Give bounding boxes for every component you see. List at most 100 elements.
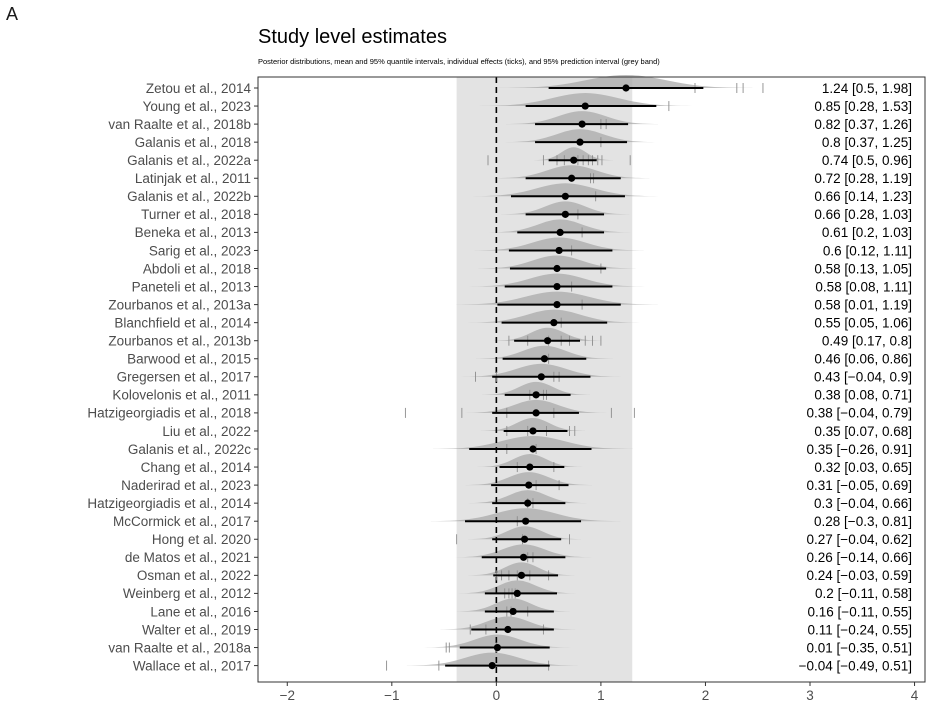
mean-point xyxy=(526,463,534,471)
mean-point xyxy=(488,662,496,670)
mean-point xyxy=(568,174,576,182)
posterior-density xyxy=(465,472,592,486)
mean-point xyxy=(561,210,569,218)
study-label: Zourbanos et al., 2013b xyxy=(108,334,251,349)
estimate-text: 0.61 [0.2, 1.03] xyxy=(822,225,912,240)
posterior-density xyxy=(482,381,590,395)
posterior-density xyxy=(455,544,592,558)
posterior-density xyxy=(424,634,571,648)
posterior-density xyxy=(440,616,576,630)
estimate-text: 0.01 [−0.35, 0.51] xyxy=(807,640,912,655)
mean-point xyxy=(553,264,561,273)
chart-title: Study level estimates xyxy=(258,26,447,48)
posterior-density xyxy=(467,490,588,504)
study-label: Blanchfield et al., 2014 xyxy=(114,315,251,330)
study-label: Gregersen et al., 2017 xyxy=(117,370,251,385)
mean-point xyxy=(576,138,584,146)
estimate-text: 0.49 [0.17, 0.8] xyxy=(822,334,912,349)
study-label: Naderirad et al., 2023 xyxy=(121,478,251,493)
posterior-density xyxy=(478,255,636,269)
x-tick-label: 0 xyxy=(493,688,501,703)
mean-point xyxy=(622,84,630,92)
posterior-density xyxy=(506,111,659,125)
study-label: Abdoli et al., 2018 xyxy=(143,261,251,276)
mean-point xyxy=(581,102,589,110)
x-tick-label: 4 xyxy=(911,688,919,703)
study-label: Young et al., 2023 xyxy=(143,99,251,114)
estimate-text: 1.24 [0.5, 1.98] xyxy=(822,81,912,96)
mean-point xyxy=(540,355,549,363)
posterior-density xyxy=(476,454,583,468)
mean-point xyxy=(543,337,552,345)
x-tick-label: 1 xyxy=(597,688,605,703)
study-label: Latinjak et al., 2011 xyxy=(135,171,251,186)
study-label: van Raalte et al., 2018a xyxy=(108,640,251,655)
estimate-text: 0.8 [0.37, 1.25] xyxy=(822,135,912,150)
estimate-text: 0.16 [−0.11, 0.55] xyxy=(808,604,912,619)
mean-point xyxy=(519,553,528,561)
posterior-density xyxy=(472,183,659,197)
study-label: McCormick et al., 2017 xyxy=(113,514,251,529)
mean-point xyxy=(553,301,561,309)
mean-point xyxy=(532,391,540,399)
study-label: Hatzigeorgiadis et al., 2018 xyxy=(87,406,251,421)
chart-subtitle: Posterior distributions, mean and 95% qu… xyxy=(258,57,660,66)
study-label: Sarig et al., 2023 xyxy=(149,243,251,258)
posterior-density xyxy=(476,345,613,359)
study-label: Osman et al., 2022 xyxy=(137,568,251,583)
estimate-text: 0.6 [0.12, 1.11] xyxy=(823,243,912,258)
estimate-text: 0.38 [0.08, 0.71] xyxy=(814,388,912,403)
mean-point xyxy=(553,282,561,291)
mean-point xyxy=(493,643,502,652)
study-label: Paneteli et al., 2013 xyxy=(132,279,251,294)
posterior-density xyxy=(534,147,613,161)
estimate-text: 0.32 [0.03, 0.65] xyxy=(814,460,912,475)
estimate-text: 0.24 [−0.03, 0.59] xyxy=(807,568,912,583)
estimate-text: 0.35 [0.07, 0.68] xyxy=(814,424,912,439)
estimate-text: 0.74 [0.5, 0.96] xyxy=(822,153,912,168)
posterior-density xyxy=(504,129,656,143)
study-label: Chang et al., 2014 xyxy=(141,460,252,475)
estimate-text: 0.26 [−0.14, 0.66] xyxy=(807,550,912,565)
x-tick-label: −2 xyxy=(280,688,295,703)
estimate-text: 0.2 [−0.11, 0.58] xyxy=(815,586,912,601)
estimate-text: 0.38 [−0.04, 0.79] xyxy=(807,406,912,421)
study-label: Lane et al., 2016 xyxy=(150,604,251,619)
posterior-density xyxy=(469,273,645,287)
estimate-text: −0.04 [−0.49, 0.51] xyxy=(799,658,912,673)
mean-point xyxy=(561,192,569,200)
posterior-density xyxy=(489,219,631,233)
estimate-text: 0.55 [0.05, 1.06] xyxy=(814,315,912,330)
mean-point xyxy=(524,499,532,507)
estimate-text: 0.58 [0.13, 1.05] xyxy=(814,261,912,276)
plot-frame xyxy=(257,76,926,683)
estimate-text: 0.72 [0.28, 1.19] xyxy=(814,171,912,186)
estimate-text: 0.35 [−0.26, 0.91] xyxy=(807,442,912,457)
mean-point xyxy=(532,409,540,417)
estimate-text: 0.27 [−0.04, 0.62] xyxy=(807,532,912,547)
posterior-density xyxy=(467,309,641,323)
estimate-text: 0.31 [−0.05, 0.69] xyxy=(807,478,912,493)
x-tick-label: 2 xyxy=(702,688,710,703)
study-label: Hatzigeorgiadis et al., 2014 xyxy=(87,496,251,511)
estimate-text: 0.11 [−0.24, 0.55] xyxy=(808,622,912,637)
mean-point xyxy=(578,120,586,128)
mean-point xyxy=(509,607,517,616)
mean-point xyxy=(555,246,563,255)
posterior-density xyxy=(493,165,650,179)
x-tick-label: −1 xyxy=(384,688,399,703)
posterior-density xyxy=(456,598,570,612)
posterior-density xyxy=(474,237,644,251)
study-label: van Raalte et al., 2018b xyxy=(108,117,251,132)
mean-point xyxy=(504,625,512,634)
posterior-density xyxy=(458,580,577,594)
study-label: Turner et al., 2018 xyxy=(141,207,251,222)
study-label: Weinberg et al., 2012 xyxy=(123,586,251,601)
mean-point xyxy=(525,481,533,489)
study-label: Galanis et al., 2022a xyxy=(127,153,251,168)
estimate-text: 0.46 [0.06, 0.86] xyxy=(814,352,912,367)
mean-point xyxy=(537,373,545,381)
mean-point xyxy=(556,228,564,236)
estimate-text: 0.82 [0.37, 1.26] xyxy=(814,117,912,132)
